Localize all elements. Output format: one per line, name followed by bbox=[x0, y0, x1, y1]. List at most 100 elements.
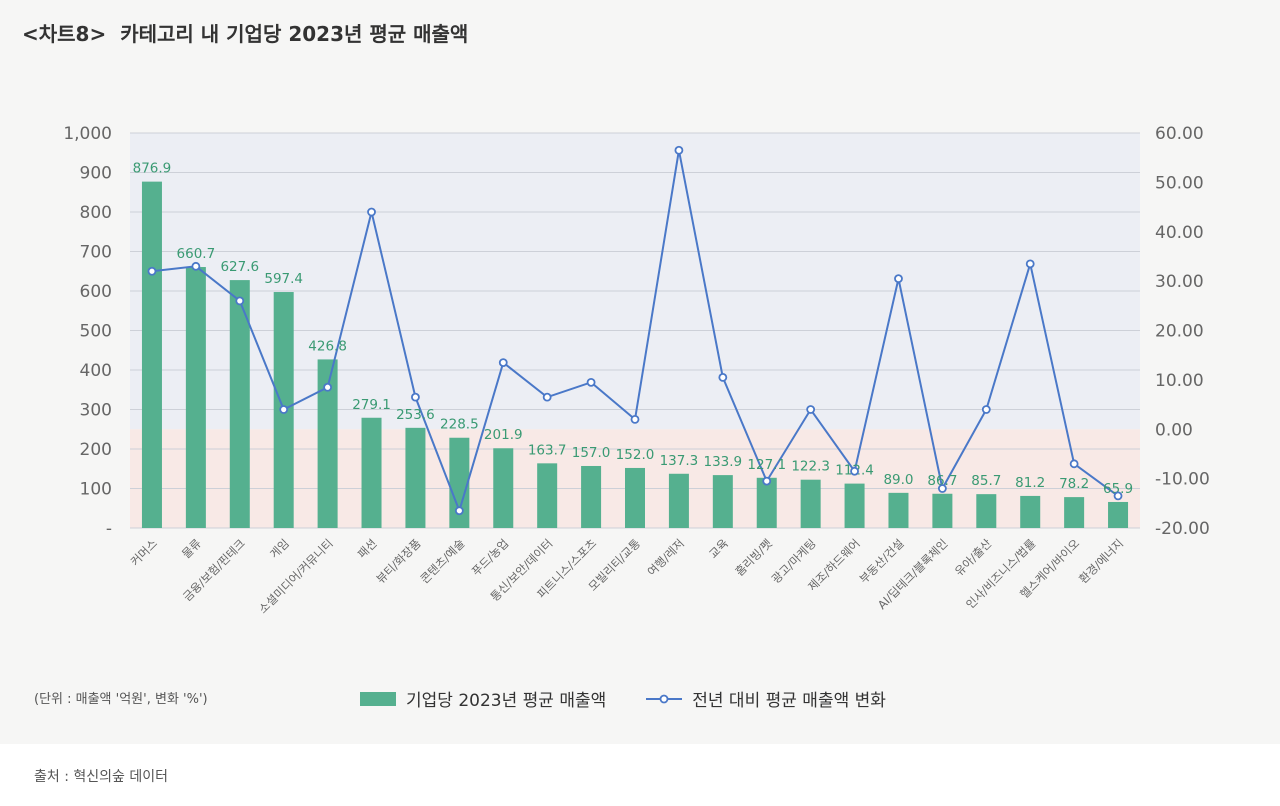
left-tick-label: 100 bbox=[80, 480, 112, 500]
change-point bbox=[1113, 491, 1123, 501]
bar-value-label: 78.2 bbox=[1059, 476, 1089, 492]
left-tick-label: 800 bbox=[80, 203, 112, 223]
change-point bbox=[806, 405, 816, 414]
change-point bbox=[235, 296, 245, 306]
right-tick-label: 60.00 bbox=[1155, 124, 1204, 144]
left-tick-label: 900 bbox=[80, 164, 112, 184]
chart-title: <차트8> 카테고리 내 기업당 2023년 평균 매출액 bbox=[22, 18, 468, 47]
bar-value-label: 89.0 bbox=[883, 472, 913, 488]
bar-value-label: 65.9 bbox=[1103, 481, 1133, 497]
legend-bar-swatch bbox=[360, 691, 396, 706]
footer: 출처 : 혁신의숲 데이터 bbox=[0, 744, 1280, 806]
bar-value-label: 426.8 bbox=[308, 338, 347, 354]
right-tick-label: 0.00 bbox=[1155, 420, 1193, 440]
bar bbox=[493, 448, 514, 528]
chart-legend: 기업당 2023년 평균 매출액 전년 대비 평균 매출액 변화 bbox=[360, 686, 886, 711]
change-point bbox=[586, 377, 596, 387]
change-point bbox=[718, 373, 728, 382]
bar bbox=[581, 465, 602, 528]
bar bbox=[185, 267, 206, 528]
change-point bbox=[191, 261, 201, 271]
bar bbox=[361, 417, 382, 528]
bar bbox=[229, 280, 250, 528]
change-point bbox=[850, 466, 859, 476]
bar-value-label: 157.0 bbox=[572, 445, 611, 461]
bar-value-label: 133.9 bbox=[703, 454, 742, 470]
left-tick-label: 600 bbox=[80, 282, 112, 302]
change-point bbox=[762, 476, 772, 486]
left-tick-label: 300 bbox=[80, 401, 112, 421]
bar bbox=[141, 181, 162, 528]
change-point bbox=[674, 145, 684, 155]
chart-tag: <차트8> bbox=[22, 22, 107, 46]
bar-value-label: 228.5 bbox=[440, 417, 479, 433]
positive-zone-background bbox=[130, 133, 1140, 430]
bar-value-label: 627.6 bbox=[220, 259, 259, 275]
category-label: 물류 bbox=[179, 536, 204, 561]
legend-bar-label: 기업당 2023년 평균 매출액 bbox=[406, 691, 607, 711]
right-tick-label: 50.00 bbox=[1155, 173, 1204, 193]
category-label: 환경/에너지 bbox=[1076, 536, 1126, 586]
bar bbox=[712, 475, 733, 528]
left-tick-label: 200 bbox=[80, 440, 112, 460]
right-tick-label: 40.00 bbox=[1155, 223, 1204, 243]
bar bbox=[317, 359, 338, 528]
bar bbox=[1064, 497, 1085, 528]
category-label: 여행/레저 bbox=[644, 536, 687, 579]
change-point bbox=[279, 405, 289, 414]
change-point bbox=[630, 414, 640, 424]
bar-value-label: 201.9 bbox=[484, 427, 523, 443]
change-point bbox=[323, 382, 333, 392]
bar bbox=[668, 473, 689, 528]
bar bbox=[888, 492, 909, 528]
bar bbox=[844, 483, 865, 528]
right-tick-label: -20.00 bbox=[1155, 519, 1210, 539]
change-point bbox=[1025, 259, 1035, 269]
left-tick-label: 700 bbox=[80, 243, 112, 263]
category-label: 뷰티/화장품 bbox=[374, 536, 424, 586]
bar bbox=[800, 479, 821, 528]
left-tick-label: 500 bbox=[80, 322, 112, 342]
bar-value-label: 279.1 bbox=[352, 397, 391, 413]
bar-value-label: 660.7 bbox=[177, 246, 216, 262]
category-label: 패션 bbox=[355, 536, 380, 561]
left-tick-label: 400 bbox=[80, 361, 112, 381]
bar-value-label: 876.9 bbox=[133, 161, 172, 177]
category-label: 콘텐츠/예술 bbox=[417, 536, 467, 586]
category-label: 커머스 bbox=[128, 536, 160, 568]
category-label: 홈리빙/펫 bbox=[732, 536, 775, 579]
change-point bbox=[981, 405, 991, 414]
combo-chart: - 100 200 300 400 500 600 700 800 900 1,000 -20.00 -… bbox=[63, 124, 1210, 616]
right-tick-label: 30.00 bbox=[1155, 272, 1204, 292]
bar-value-label: 81.2 bbox=[1015, 475, 1045, 491]
category-label: 소셜미디어/커뮤니티 bbox=[256, 536, 336, 616]
bar bbox=[756, 477, 777, 528]
bar bbox=[625, 467, 645, 528]
category-label: 게임 bbox=[267, 536, 292, 561]
change-point bbox=[411, 392, 420, 402]
source-note: 출처 : 혁신의숲 데이터 bbox=[34, 769, 168, 785]
bar-value-label: 152.0 bbox=[616, 447, 655, 463]
change-point bbox=[542, 392, 552, 402]
legend-line-label: 전년 대비 평균 매출액 변화 bbox=[692, 691, 886, 711]
right-tick-label: -10.00 bbox=[1155, 470, 1210, 490]
left-tick-label: - bbox=[106, 519, 112, 539]
right-tick-label: 10.00 bbox=[1155, 371, 1204, 391]
category-label: 유아/출산 bbox=[952, 536, 995, 579]
chart-title-text: 카테고리 내 기업당 2023년 평균 매출액 bbox=[120, 22, 469, 46]
category-label: 교육 bbox=[706, 536, 731, 561]
change-point bbox=[894, 274, 903, 284]
change-point bbox=[1069, 459, 1079, 469]
bar bbox=[976, 494, 997, 528]
bar-value-label: 597.4 bbox=[264, 271, 303, 287]
category-label: 푸드/농업 bbox=[469, 536, 512, 579]
change-point bbox=[937, 484, 947, 493]
unit-note: (단위 : 매출액 '억원', 변화 '%') bbox=[34, 692, 208, 707]
change-point bbox=[367, 207, 376, 217]
change-point bbox=[147, 266, 157, 276]
change-point bbox=[454, 506, 464, 516]
bar bbox=[1020, 495, 1041, 528]
bar-value-label: 137.3 bbox=[660, 453, 699, 469]
bar bbox=[449, 437, 470, 528]
bar-value-label: 122.3 bbox=[791, 459, 830, 475]
